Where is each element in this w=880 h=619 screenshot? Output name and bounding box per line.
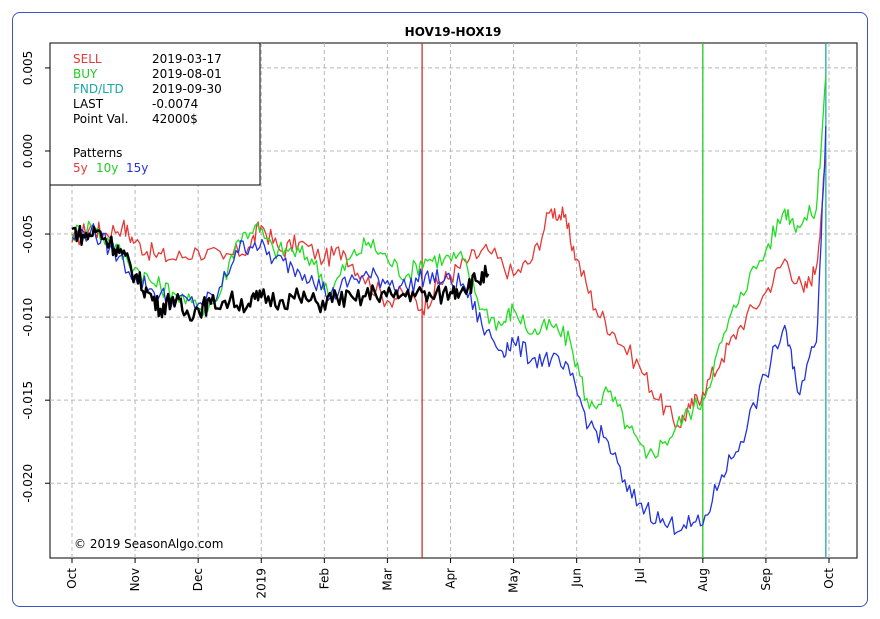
pattern-5y: 5y [73, 161, 88, 175]
x-tick-label-0: Oct [65, 568, 79, 589]
y-tick-label-2: -0.005 [21, 215, 35, 254]
x-tick-label-12: Oct [822, 568, 836, 589]
y-axis: 0.005 0.000 -0.005 -0.010 -0.015 -0.020 [21, 51, 50, 503]
buy-label: BUY [73, 67, 98, 81]
pointval-label: Point Val. [73, 112, 128, 126]
x-tick-label-6: Apr [444, 568, 458, 589]
x-tick-label-5: Mar [380, 568, 394, 591]
series-line-15y [71, 126, 827, 535]
last-value: -0.0074 [152, 97, 198, 111]
buy-date: 2019-08-01 [152, 67, 222, 81]
series-group [71, 76, 827, 535]
x-tick-label-8: Jun [570, 568, 584, 588]
info-box: SELL 2019-03-17 BUY 2019-08-01 FND/LTD 2… [49, 42, 261, 186]
y-tick-label-5: -0.020 [21, 464, 35, 503]
pattern-15y: 15y [126, 161, 148, 175]
x-tick-label-10: Aug [696, 568, 710, 591]
series-line-current [71, 224, 490, 322]
fnd-label: FND/LTD [73, 82, 124, 96]
sell-label: SELL [73, 52, 102, 66]
y-tick-label-1: 0.000 [21, 134, 35, 168]
x-tick-label-7: May [507, 568, 521, 593]
x-tick-label-11: Sep [759, 568, 773, 591]
fnd-date: 2019-09-30 [152, 82, 222, 96]
sell-date: 2019-03-17 [152, 52, 222, 66]
pointval-value: 42000$ [152, 112, 198, 126]
x-tick-label-3: 2019 [254, 568, 268, 599]
last-label: LAST [73, 97, 104, 111]
y-tick-label-4: -0.015 [21, 381, 35, 420]
pattern-10y: 10y [96, 161, 118, 175]
info-box-border [49, 42, 261, 186]
y-tick-label-0: 0.005 [21, 51, 35, 85]
x-tick-label-1: Nov [128, 568, 142, 591]
x-tick-label-9: Jul [633, 568, 647, 583]
x-tick-label-2: Dec [191, 568, 205, 591]
x-axis: Oct Nov Dec 2019 Feb Mar Apr May Jun Jul Aug Sep Oct [65, 558, 836, 599]
chart-title: HOV19-HOX19 [405, 25, 502, 39]
y-tick-label-3: -0.010 [21, 298, 35, 337]
x-tick-label-4: Feb [317, 568, 331, 589]
copyright-text: © 2019 SeasonAlgo.com [74, 537, 223, 551]
patterns-label: Patterns [73, 146, 122, 160]
series-line-5y [71, 159, 827, 429]
